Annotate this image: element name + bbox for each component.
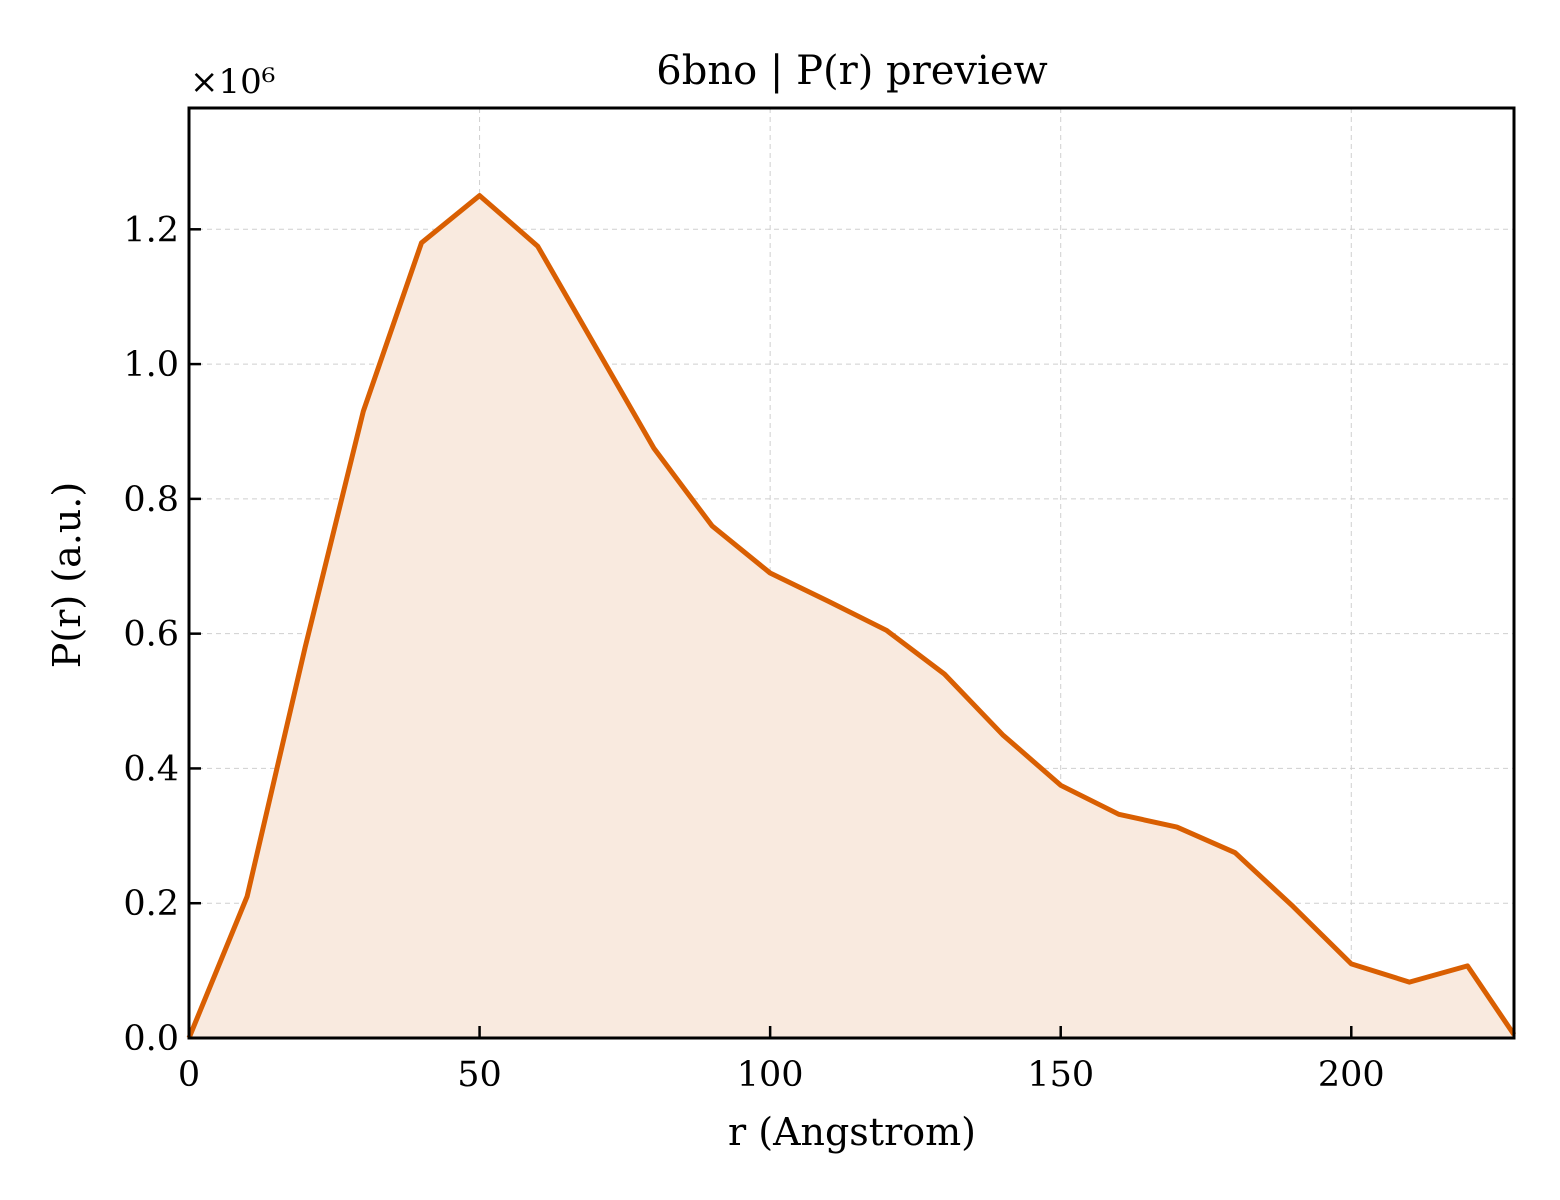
y-tick-label: 0.0: [123, 1019, 179, 1059]
x-tick-label: 100: [737, 1055, 804, 1095]
y-axis-label: P(r) (a.u.): [45, 482, 89, 668]
x-tick-label: 0: [178, 1055, 200, 1095]
y-tick-label: 1.2: [123, 210, 179, 250]
y-tick-label: 0.2: [123, 884, 179, 924]
y-tick-label: 0.8: [123, 480, 179, 520]
plot-frame: [187, 106, 1516, 1040]
series-line: [186, 193, 1517, 1039]
tick-labels: 0 50 100 150 200 0.0 0.2 0.4 0.6 0.8 1.0 1.2: [123, 210, 1384, 1095]
x-tick-label: 50: [457, 1055, 502, 1095]
x-tick-label: 150: [1027, 1055, 1094, 1095]
x-axis-label: r (Angstrom): [728, 1110, 976, 1154]
chart-title: 6bno | P(r) preview: [656, 48, 1047, 94]
y-offset-label: ×10⁶: [190, 62, 275, 102]
y-tick-label: 0.4: [123, 749, 179, 789]
x-tick-label: 200: [1318, 1055, 1385, 1095]
y-tick-label: 0.6: [123, 615, 179, 655]
y-tick-label: 1.0: [123, 345, 179, 385]
series-area-fill: [189, 195, 1514, 1039]
axis-ticks: [187, 228, 1353, 1040]
